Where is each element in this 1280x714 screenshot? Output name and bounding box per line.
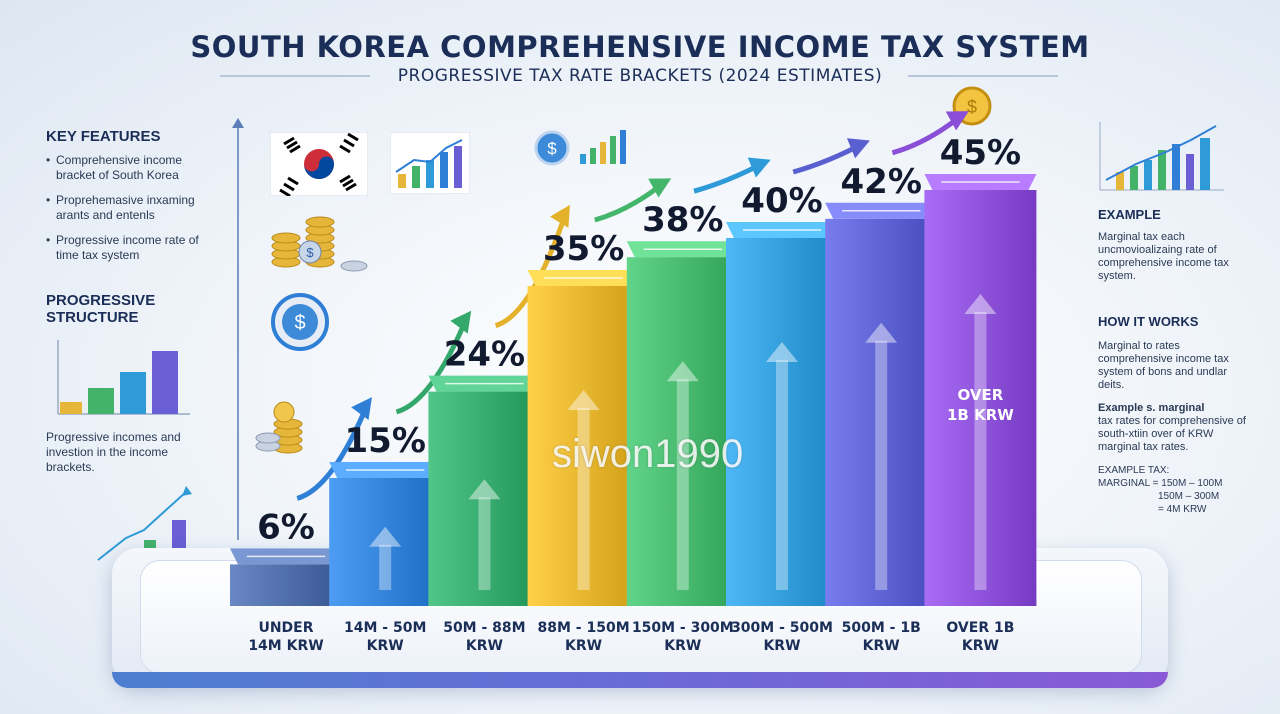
mini-bar-chart-icon xyxy=(57,340,190,415)
bar xyxy=(825,218,938,607)
category-label: KRW xyxy=(466,638,503,654)
category-label: 300M - 500M xyxy=(731,620,833,636)
svg-text:$: $ xyxy=(294,312,305,334)
bar-arrow-shaft xyxy=(676,379,689,590)
trend-arrow-icon xyxy=(450,310,472,334)
example-tax-line: = 4M KRW xyxy=(1158,504,1207,515)
bar-arrow-icon xyxy=(964,294,997,314)
bar-arrow-icon xyxy=(666,361,699,382)
coins-pile-icon xyxy=(255,401,303,454)
page-subtitle: PROGRESSIVE TAX RATE BRACKETS (2024 ESTI… xyxy=(397,66,883,86)
example-panel: EXAMPLE Marginal tax each uncmovioalizai… xyxy=(1098,206,1248,293)
tablet-edge xyxy=(112,672,1168,688)
category-label: KRW xyxy=(863,638,900,654)
trend-arrow-icon xyxy=(945,111,969,131)
svg-text:$: $ xyxy=(306,245,314,260)
category-label: UNDER xyxy=(258,620,313,636)
dollar-coin-icon: $ xyxy=(534,130,570,166)
example-text: Marginal tax each uncmovioalizaing rate … xyxy=(1098,231,1229,282)
bar-arrow-icon xyxy=(468,479,501,500)
bar-arrow-shaft xyxy=(577,408,590,590)
category-label: KRW xyxy=(962,638,999,654)
line-chart-icon xyxy=(390,132,470,194)
bar-arrow-shaft xyxy=(478,497,491,590)
watermark-text: siwon1990 xyxy=(552,432,744,476)
category-label: OVER 1B xyxy=(946,620,1014,636)
example-title: EXAMPLE xyxy=(1098,207,1161,222)
bar-arrow-shaft xyxy=(974,312,987,590)
bar-arrow-shaft xyxy=(875,340,888,590)
category-label: 150M - 300M xyxy=(632,620,734,636)
subtitle-rule-left xyxy=(220,75,370,77)
bar-value-label: 40% xyxy=(741,181,822,221)
key-feature-item: Comprehensive income bracket of South Ko… xyxy=(46,153,206,183)
structure-title: PROGRESSIVE STRUCTURE xyxy=(46,292,156,326)
progressive-structure-panel: PROGRESSIVE STRUCTURE xyxy=(46,292,196,334)
bar xyxy=(924,190,1037,606)
small-bars-icon xyxy=(580,130,626,164)
category-label: 50M - 88M xyxy=(443,620,525,636)
page-title: SOUTH KOREA COMPREHENSIVE INCOME TAX SYS… xyxy=(190,30,1090,64)
structure-text: Progressive incomes and investion in the… xyxy=(46,430,181,474)
key-features-title: KEY FEATURES xyxy=(46,128,161,145)
example2-text: tax rates for comprehensive of south-xti… xyxy=(1098,415,1246,453)
trend-arrow-icon xyxy=(550,204,570,228)
bar xyxy=(527,286,640,606)
category-label: KRW xyxy=(763,638,800,654)
how-it-works-title: HOW IT WORKS xyxy=(1098,314,1199,329)
category-label: 14M KRW xyxy=(248,638,323,654)
category-label: KRW xyxy=(565,638,602,654)
y-axis-arrow-icon xyxy=(232,118,244,128)
category-label: KRW xyxy=(664,638,701,654)
how-it-works-panel: HOW IT WORKS Marginal to rates comprehen… xyxy=(1098,313,1248,516)
trend-arrow-icon xyxy=(648,178,672,198)
bar xyxy=(230,564,342,606)
bar-arrow-shaft xyxy=(776,360,788,590)
in-bar-label: OVER xyxy=(958,386,1004,404)
bar-arrow-icon xyxy=(865,322,898,343)
bar-value-label: 42% xyxy=(841,162,922,202)
bar-value-label: 38% xyxy=(642,200,723,240)
category-label: 500M - 1B xyxy=(842,620,921,636)
bar-value-label: 24% xyxy=(444,335,525,375)
example-tax-line: 150M – 300M xyxy=(1158,491,1220,502)
trend-arrow-icon xyxy=(351,397,372,420)
example-tax-label: EXAMPLE TAX: xyxy=(1098,465,1170,476)
category-label: KRW xyxy=(367,638,404,654)
example2-bold: Example s. marginal xyxy=(1098,402,1205,414)
category-label: 14M - 50M xyxy=(344,620,426,636)
coins-stack-icon: $ xyxy=(271,216,368,272)
svg-text:$: $ xyxy=(547,139,557,158)
key-feature-item: Progressive income rate of time tax syst… xyxy=(46,233,206,263)
trend-arrow-icon xyxy=(846,138,870,159)
trend-arrow-icon xyxy=(747,157,771,178)
right-growth-chart-icon xyxy=(1099,122,1224,191)
bar-arrow-icon xyxy=(766,342,798,362)
bar xyxy=(428,391,541,606)
bar-arrow-shaft xyxy=(379,544,392,590)
bar-arrow-icon xyxy=(567,390,600,410)
bar-value-label: 45% xyxy=(940,133,1021,173)
in-bar-label: 1B KRW xyxy=(947,406,1014,424)
trend-arrow-line xyxy=(395,314,470,415)
bar xyxy=(626,257,739,606)
how-it-works-text: Marginal to rates comprehensive income t… xyxy=(1098,340,1229,391)
subtitle-rule-right xyxy=(908,75,1058,77)
example-tax-line: MARGINAL = 150M – 100M xyxy=(1098,478,1223,489)
dollar-badge-icon: $ xyxy=(271,293,329,351)
key-features-panel: KEY FEATURES Comprehensive income bracke… xyxy=(46,128,206,273)
bar xyxy=(329,478,442,606)
bar-value-label: 15% xyxy=(345,421,426,461)
korea-flag-icon xyxy=(270,132,368,196)
bar-arrow-icon xyxy=(369,526,402,547)
bar-value-label: 35% xyxy=(543,229,624,269)
trend-arrow-line xyxy=(296,401,371,501)
bar-value-label: 6% xyxy=(257,507,315,547)
key-feature-item: Proprehemasive inxaming arants and enten… xyxy=(46,193,206,223)
category-label: 88M - 150M xyxy=(538,620,630,636)
bar xyxy=(726,238,838,606)
svg-text:$: $ xyxy=(967,97,977,117)
